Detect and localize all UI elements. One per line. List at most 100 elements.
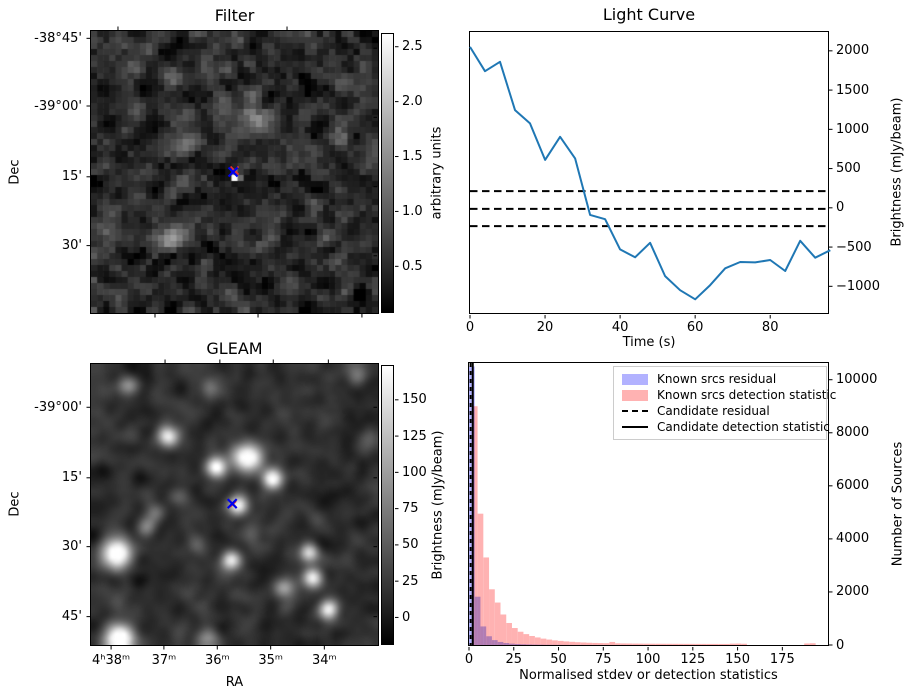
brightness-tick-label: −1000 xyxy=(836,278,880,294)
gleam-sky-image xyxy=(91,364,378,645)
hist-bar xyxy=(511,628,518,645)
hist-bar xyxy=(615,643,621,645)
brightness-tick-label: 1000 xyxy=(836,121,870,137)
hist-bar xyxy=(706,643,713,645)
hist-bar xyxy=(678,643,684,645)
stat-tick-label: 25 xyxy=(505,652,523,667)
stat-tick-label: 175 xyxy=(769,652,795,667)
hist-bar xyxy=(580,642,587,645)
lightcurve-xlabel: Time (s) xyxy=(622,335,676,350)
hist-bar xyxy=(486,636,492,645)
hist-bar xyxy=(689,643,696,645)
colorbar-tick-label: 25 xyxy=(402,573,419,589)
hist-bar xyxy=(655,643,661,645)
gleam-ylabel: Dec xyxy=(7,491,23,517)
brightness-tick-label: 500 xyxy=(836,161,861,177)
histogram-xlabel: Normalised stdev or detection statistics xyxy=(519,668,778,683)
hist-bar xyxy=(649,643,656,645)
time-tick-label: 0 xyxy=(465,320,475,335)
hist-bar xyxy=(497,641,504,645)
brightness-tick-label: 2000 xyxy=(836,43,870,59)
hist-bar xyxy=(480,626,487,645)
hist-bar xyxy=(514,643,521,645)
count-tick-label: 8000 xyxy=(836,425,870,441)
hist-bar xyxy=(592,642,598,645)
ra-tick-label: 37ᵐ xyxy=(151,653,177,668)
hist-bar xyxy=(520,644,527,645)
colorbar-tick-label: 0.5 xyxy=(402,258,423,274)
hist-bar xyxy=(729,643,736,645)
hist-bar xyxy=(557,640,564,645)
hist-bar xyxy=(500,614,507,645)
stat-tick-label: 75 xyxy=(595,652,612,667)
gleam-colorbar xyxy=(381,365,394,645)
dec-tick-label: 30' xyxy=(61,539,82,555)
hist-bar xyxy=(701,643,707,645)
hist-bar xyxy=(683,643,690,645)
histogram-legend: Known srcs residual Known srcs detection … xyxy=(613,366,836,440)
hist-bar xyxy=(609,641,616,645)
colorbar-tick-label: 75 xyxy=(402,501,419,517)
count-tick-label: 10000 xyxy=(836,372,878,388)
stat-tick-label: 50 xyxy=(550,652,567,667)
hist-bar xyxy=(695,643,702,645)
colorbar-tick-label: 100 xyxy=(402,464,427,480)
hist-bar xyxy=(809,643,816,645)
stat-tick-label: 100 xyxy=(635,652,661,667)
hist-bar xyxy=(643,643,650,645)
filter-ylabel: Dec xyxy=(7,159,23,185)
hist-bar xyxy=(552,640,558,645)
hist-bar xyxy=(660,643,667,645)
hist-bar xyxy=(574,642,581,645)
colorbar-tick-label: 1.5 xyxy=(402,149,423,165)
legend-item: Candidate detection statistic xyxy=(622,419,830,435)
count-tick-label: 4000 xyxy=(836,531,870,547)
lightcurve-axes xyxy=(469,31,829,314)
legend-label: Candidate residual xyxy=(657,404,770,418)
ra-tick-label: 34ᵐ xyxy=(312,653,337,668)
dec-tick-label: 15' xyxy=(61,169,82,185)
count-tick-label: 0 xyxy=(836,637,845,653)
legend-label: Known srcs residual xyxy=(657,372,777,386)
dec-tick-label: -39°00' xyxy=(34,399,82,415)
legend-label: Candidate detection statistic xyxy=(657,420,830,434)
time-tick-label: 20 xyxy=(536,320,554,335)
legend-label: Known srcs detection statistic xyxy=(657,388,837,402)
hist-bar xyxy=(506,622,512,645)
hist-bar xyxy=(477,513,484,645)
hist-bar xyxy=(523,634,530,645)
hist-bar xyxy=(469,366,475,645)
hist-bar xyxy=(741,643,747,645)
brightness-tick-label: 0 xyxy=(836,200,845,216)
stat-tick-label: 125 xyxy=(680,652,706,667)
dec-tick-label: 30' xyxy=(61,238,82,254)
ra-tick-label: 4ʰ38ᵐ xyxy=(91,653,131,668)
filter-noise-image xyxy=(91,31,378,313)
count-tick-label: 6000 xyxy=(836,478,870,494)
hist-bar xyxy=(546,639,553,645)
dec-tick-label: -39°00' xyxy=(34,98,82,114)
hist-bar xyxy=(723,643,730,645)
dec-tick-label: -38°45' xyxy=(34,30,82,46)
hist-bar xyxy=(540,638,547,645)
hist-bar xyxy=(491,640,498,645)
filter-colorbar-label: arbitrary units xyxy=(429,126,445,220)
hist-bar xyxy=(563,641,570,645)
legend-swatch-patch xyxy=(622,389,648,401)
legend-item: Known srcs detection statistic xyxy=(622,387,836,403)
hist-bar xyxy=(534,637,541,645)
stat-tick-label: 0 xyxy=(464,652,474,667)
colorbar-tick-label: 150 xyxy=(402,392,427,408)
filter-title: Filter xyxy=(214,6,255,25)
hist-bar xyxy=(632,643,639,645)
hist-bar xyxy=(529,635,535,645)
hist-bar xyxy=(603,643,610,645)
hist-bar xyxy=(712,643,719,645)
colorbar-tick-label: 2.5 xyxy=(402,39,423,55)
hist-bar xyxy=(517,631,524,645)
stat-tick-label: 150 xyxy=(725,652,750,667)
colorbar-tick-label: 125 xyxy=(402,428,427,444)
hist-bar xyxy=(503,643,510,645)
hist-bar xyxy=(509,643,515,645)
hist-bar xyxy=(626,643,633,645)
